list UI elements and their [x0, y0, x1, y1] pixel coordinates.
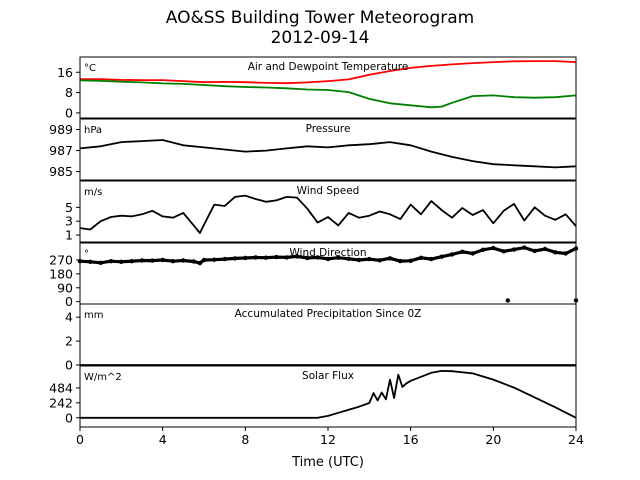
- wind-direction-ytick-label: 270: [49, 252, 73, 267]
- wind-speed-panel: 135 m/s Wind Speed: [65, 180, 577, 243]
- accumulated-precipitation-since-0z-ytick-label: 4: [65, 310, 73, 325]
- accumulated-precipitation-since-0z-unit-label: mm: [84, 310, 103, 321]
- x-tick-label: 0: [76, 432, 84, 447]
- wind-direction-ytick-label: 0: [65, 294, 73, 309]
- accumulated-precipitation-since-0z-panel-label: Accumulated Precipitation Since 0Z: [235, 308, 422, 320]
- x-tick-label: 12: [320, 432, 336, 447]
- air-and-dewpoint-temperature-ytick-label: 0: [65, 105, 73, 120]
- accumulated-precipitation-since-0z-ytick-label: 0: [65, 358, 73, 373]
- x-tick-label: 24: [568, 432, 584, 447]
- wind-direction-ytick-label: 90: [57, 280, 73, 295]
- wind-speed-frame: [79, 180, 577, 243]
- accumulated-precipitation-since-0z-frame: [79, 303, 577, 366]
- solar-flux-ytick-label: 0: [65, 410, 73, 425]
- chart-title: AO&SS Building Tower Meteorogram: [165, 8, 475, 28]
- air-and-dewpoint-temperature-frame: [79, 56, 577, 119]
- air-and-dewpoint-temperature-ytick-label: 8: [65, 85, 73, 100]
- wind-direction-point: [505, 298, 510, 303]
- pressure-series-line-1: [79, 139, 577, 169]
- pressure-panel: 985 987 989 hPa Pressure: [49, 118, 577, 181]
- x-tick-label: 4: [159, 432, 167, 447]
- wind-direction-ytick-label: 180: [49, 266, 73, 281]
- pressure-frame: [79, 118, 577, 181]
- wind-speed-ytick-label: 1: [65, 228, 73, 243]
- pressure-panel-label: Pressure: [306, 123, 351, 135]
- wind-direction-unit-label: °: [84, 249, 89, 260]
- wind-speed-panel-label: Wind Speed: [297, 185, 360, 197]
- pressure-ytick-label: 985: [49, 164, 73, 179]
- pressure-ytick-label: 987: [49, 143, 73, 158]
- wind-speed-unit-label: m/s: [84, 187, 102, 198]
- wind-speed-series-line-1: [79, 194, 577, 234]
- chart-date: 2012-09-14: [270, 28, 370, 48]
- wind-speed-ytick-label: 5: [65, 200, 73, 215]
- x-tick-label: 16: [403, 432, 419, 447]
- wind-direction-panel-label: Wind Direction: [289, 247, 366, 259]
- accumulated-precipitation-since-0z-panel: 0 2 4 mm Accumulated Precipitation Since 0Z: [65, 303, 577, 373]
- accumulated-precipitation-since-0z-ytick-label: 2: [65, 334, 73, 349]
- air-and-dewpoint-temperature-ytick-label: 16: [57, 65, 73, 80]
- air-and-dewpoint-temperature-panel-label: Air and Dewpoint Temperature: [248, 61, 409, 73]
- pressure-ytick-label: 989: [49, 122, 73, 137]
- solar-flux-series-line-1: [80, 369, 577, 419]
- air-and-dewpoint-temperature-series-line-2: [79, 79, 577, 109]
- air-and-dewpoint-temperature-unit-label: °C: [84, 63, 96, 74]
- x-axis-label: Time (UTC): [291, 455, 364, 470]
- solar-flux-ytick-label: 484: [49, 380, 73, 395]
- wind-direction-trace: [79, 245, 577, 265]
- solar-flux-panel-label: Solar Flux: [302, 370, 354, 382]
- solar-flux-unit-label: W/m^2: [84, 372, 122, 383]
- solar-flux-ytick-label: 242: [49, 395, 73, 410]
- air-and-dewpoint-temperature-series-line-1: [80, 60, 577, 85]
- air-and-dewpoint-temperature-panel: 0 8 16 °C Air and Dewpoint Temperature: [57, 56, 577, 120]
- x-tick-label: 8: [241, 432, 249, 447]
- wind-speed-ytick-label: 3: [65, 214, 73, 229]
- x-tick-label: 20: [485, 432, 501, 447]
- pressure-unit-label: hPa: [84, 125, 102, 136]
